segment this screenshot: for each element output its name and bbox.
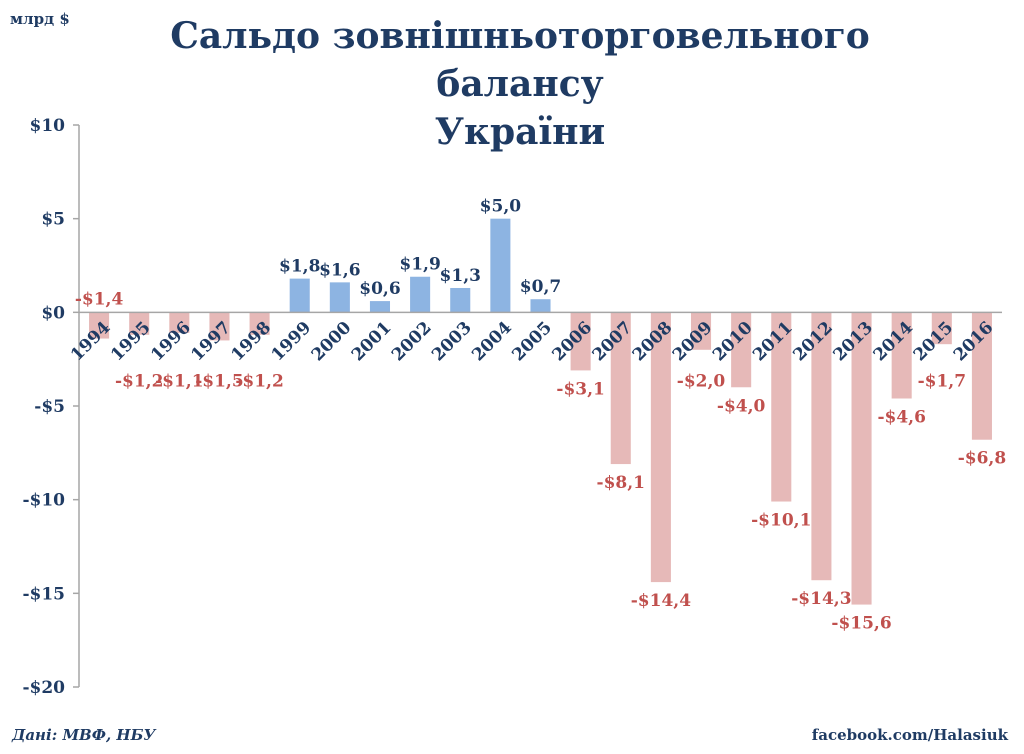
x-tick-label-2000: 2000	[308, 318, 356, 366]
data-label-2009: -$2,0	[677, 371, 726, 391]
data-label-2003: $1,3	[440, 266, 481, 286]
bar-2016	[971, 312, 992, 440]
bar-1995	[129, 312, 150, 335]
bar-2006	[570, 312, 591, 371]
data-label-2016: -$6,8	[958, 449, 1006, 469]
bar-1997	[209, 312, 230, 341]
data-label-2002: $1,9	[399, 255, 440, 275]
bar-2013	[851, 312, 872, 605]
y-tick-label: -$10	[22, 491, 65, 511]
data-label-2012: -$14,3	[791, 589, 851, 609]
y-tick-label: $10	[30, 116, 66, 136]
x-tick-label-1999: 1999	[268, 318, 316, 366]
data-label-1996: -$1,1	[155, 371, 203, 391]
data-label-1998: -$1,2	[235, 371, 283, 391]
data-label-2015: -$1,7	[918, 371, 966, 391]
author-credit: facebook.com/Halasiuk	[811, 726, 1008, 744]
bar-2005	[530, 299, 551, 313]
bar-1999	[289, 278, 310, 313]
bar-2003	[450, 287, 471, 313]
bar-2008	[650, 312, 671, 583]
bar-1996	[169, 312, 190, 333]
data-label-1999: $1,8	[279, 257, 320, 277]
bar-2000	[329, 282, 350, 313]
data-label-1997: -$1,5	[195, 371, 243, 391]
x-tick-label-2002: 2002	[388, 318, 436, 366]
bar-2009	[690, 312, 712, 350]
chart-title-line-1: Сальдо зовнішньоторговельного балансу	[170, 15, 870, 105]
data-label-2007: -$8,1	[597, 473, 645, 493]
data-label-2006: -$3,1	[556, 379, 604, 399]
y-tick-label: -$20	[22, 678, 65, 698]
bar-2004	[490, 218, 511, 313]
data-label-2010: -$4,0	[717, 396, 766, 416]
bar-2007	[610, 312, 631, 465]
data-label-1994: -$1,4	[75, 289, 124, 309]
y-tick-label: -$15	[22, 584, 65, 604]
chart-title: Сальдо зовнішньоторговельного балансу Ук…	[90, 12, 950, 156]
bar-2002	[410, 276, 431, 313]
data-label-1995: -$1,2	[115, 371, 163, 391]
bar-2011	[771, 312, 792, 502]
x-tick-label-2004: 2004	[468, 318, 516, 366]
data-source-note: Дані: МВФ, НБУ	[12, 726, 156, 744]
data-label-2011: -$10,1	[751, 511, 811, 531]
y-tick-label: $5	[41, 210, 65, 230]
bar-2001	[369, 301, 391, 313]
x-tick-label-2001: 2001	[348, 318, 396, 366]
bar-2014	[891, 312, 912, 399]
data-label-2013: -$15,6	[831, 614, 891, 634]
data-label-2001: $0,6	[359, 279, 400, 299]
data-label-2008: -$14,4	[631, 591, 691, 611]
x-tick-label-2003: 2003	[428, 318, 476, 366]
bar-2012	[811, 312, 832, 581]
bar-2015	[931, 312, 952, 345]
data-label-2000: $1,6	[319, 260, 360, 280]
data-label-2014: -$4,6	[877, 408, 925, 428]
data-label-2004: $5,0	[480, 197, 522, 217]
y-axis-unit-label: млрд $	[10, 10, 70, 28]
bar-2010	[731, 312, 752, 388]
y-tick-label: $0	[41, 303, 65, 323]
y-tick-label: -$5	[34, 397, 65, 417]
data-label-2005: $0,7	[520, 277, 561, 297]
x-tick-label-2005: 2005	[508, 318, 556, 366]
bar-1994	[89, 312, 110, 339]
chart-title-line-2: України	[434, 111, 606, 153]
bar-1998	[249, 312, 270, 335]
